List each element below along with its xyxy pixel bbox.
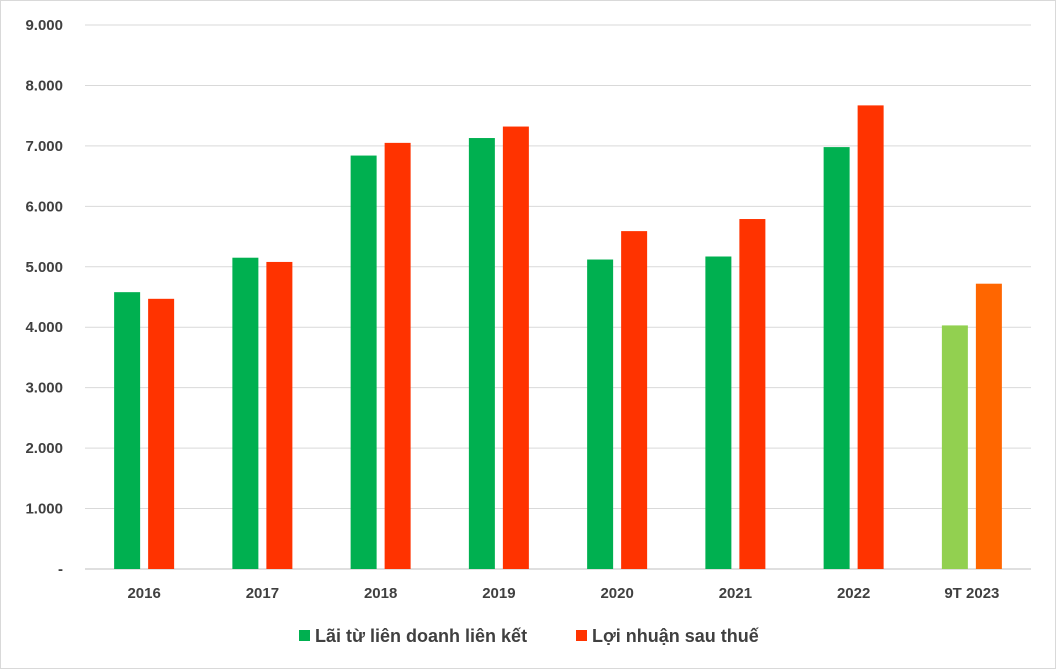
x-tick-label: 2017 (246, 585, 279, 602)
x-tick-label: 2021 (719, 585, 752, 602)
y-tick-label: 3.000 (25, 380, 63, 397)
bar-loi-nhuan-2016 (148, 298, 175, 569)
bars (114, 105, 1002, 570)
x-tick-label: 9T 2023 (944, 585, 999, 602)
legend-swatch (299, 630, 310, 641)
x-tick-label: 2022 (837, 585, 870, 602)
x-axis: 2016 2017 2018 2019 2020 2021 2022 9T 2023 (127, 585, 999, 602)
x-tick-label: 2016 (127, 585, 160, 602)
legend-label: Lãi từ liên doanh liên kết (315, 626, 527, 646)
legend-swatch (576, 630, 587, 641)
bar-loi-nhuan-2021 (739, 219, 766, 569)
bar-lai-lien-doanh-2022 (823, 147, 850, 569)
bar-lai-lien-doanh-2019 (468, 138, 495, 569)
y-tick-label: 9.000 (25, 17, 63, 34)
legend-label: Lợi nhuận sau thuế (592, 626, 760, 646)
y-tick-label: 7.000 (25, 138, 63, 155)
y-axis: - 1.000 2.000 3.000 4.000 5.000 6.000 7.000 8.00… (25, 17, 63, 578)
y-tick-label: - (58, 561, 63, 578)
bar-lai-lien-doanh-2017 (232, 257, 259, 569)
bar-loi-nhuan-2017 (266, 261, 293, 569)
bar-loi-nhuan-9T-2023 (975, 283, 1002, 569)
y-tick-label: 2.000 (25, 440, 63, 457)
y-tick-label: 5.000 (25, 259, 63, 276)
y-tick-label: 6.000 (25, 198, 63, 215)
bar-loi-nhuan-2019 (502, 126, 529, 570)
bar-lai-lien-doanh-2020 (587, 259, 614, 569)
x-tick-label: 2018 (364, 585, 397, 602)
y-tick-label: 8.000 (25, 77, 63, 94)
bar-lai-lien-doanh-2021 (705, 256, 732, 569)
legend: Lãi từ liên doanh liên kết Lợi nhuận sau … (299, 626, 760, 646)
bar-loi-nhuan-2018 (384, 142, 411, 569)
bar-loi-nhuan-2022 (857, 105, 884, 569)
bar-lai-lien-doanh-9T-2023 (941, 325, 968, 569)
x-tick-label: 2019 (482, 585, 515, 602)
x-tick-label: 2020 (600, 585, 633, 602)
bar-loi-nhuan-2020 (621, 231, 648, 570)
gridlines (85, 24, 1031, 570)
y-tick-label: 1.000 (25, 501, 63, 518)
bar-lai-lien-doanh-2016 (114, 292, 141, 569)
y-tick-label: 4.000 (25, 319, 63, 336)
bar-lai-lien-doanh-2018 (350, 155, 377, 569)
